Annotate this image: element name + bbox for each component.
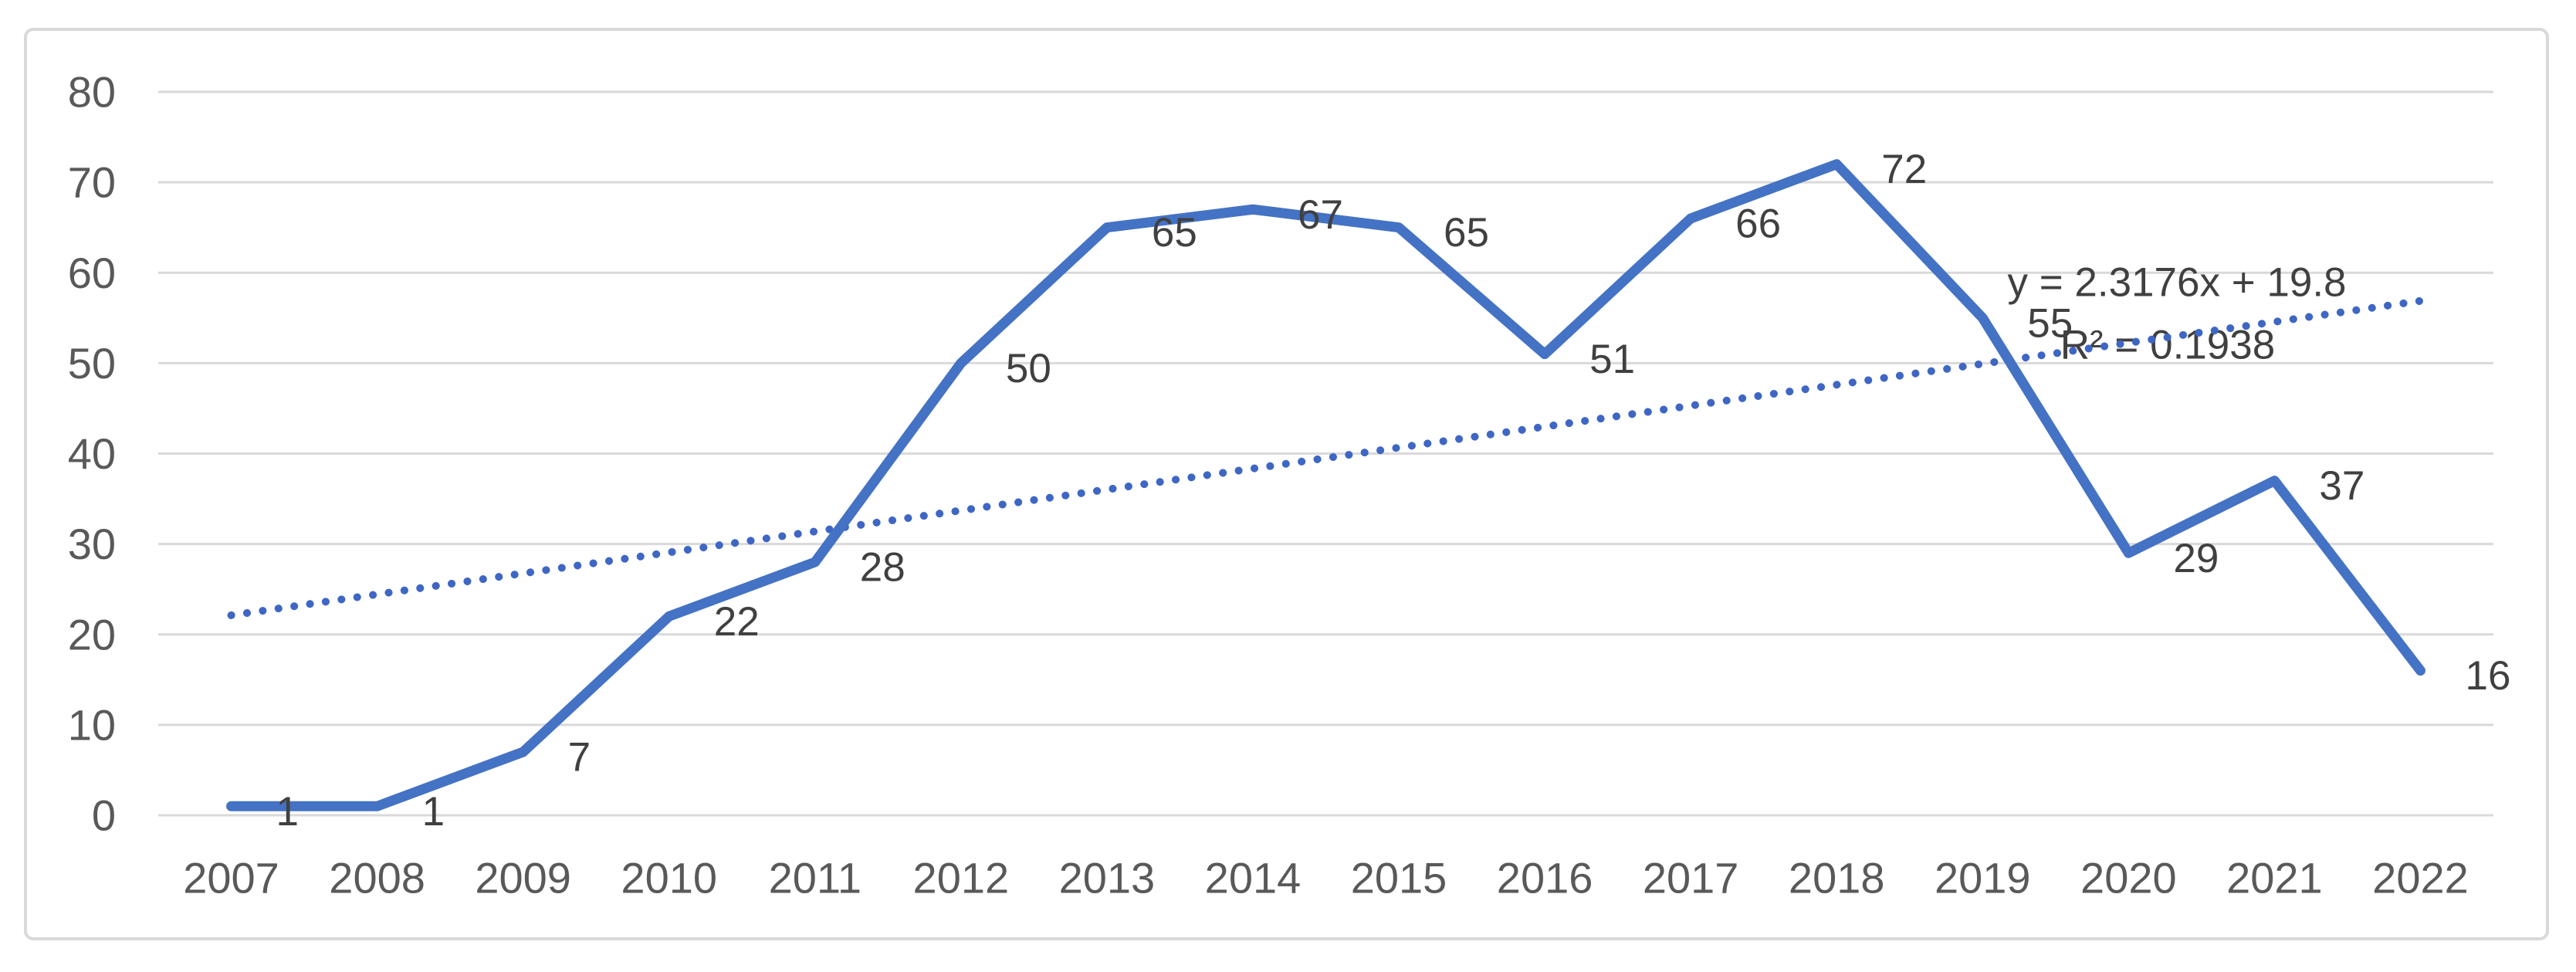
x-axis-tick-label: 2022: [2372, 854, 2469, 903]
data-label: 37: [2319, 463, 2364, 509]
x-axis-tick-label: 2016: [1497, 854, 1593, 903]
y-axis-tick-label: 40: [68, 429, 116, 478]
x-axis-tick-label: 2015: [1351, 854, 1447, 903]
y-axis-tick-label: 30: [68, 520, 116, 568]
y-axis-tick-label: 70: [68, 158, 116, 207]
data-label: 65: [1152, 210, 1197, 256]
y-axis-tick-label: 0: [92, 791, 116, 840]
x-axis-tick-label: 2011: [769, 854, 861, 903]
trendline-r-squared: R² = 0.1938: [2060, 323, 2275, 368]
x-axis-tick-label: 2012: [913, 854, 1010, 903]
data-label: 72: [1881, 147, 1927, 192]
data-label: 51: [1589, 337, 1635, 382]
x-axis-tick-label: 2014: [1205, 854, 1302, 903]
data-label: 29: [2173, 536, 2219, 581]
data-label: 22: [714, 599, 760, 645]
chart-border: [24, 28, 2549, 940]
data-label: 1: [276, 789, 299, 835]
x-axis-tick-label: 2013: [1059, 854, 1156, 903]
data-label: 66: [1735, 201, 1781, 246]
data-label: 50: [1006, 346, 1051, 391]
trendline-equation: y = 2.3176x + 19.8: [2007, 260, 2346, 306]
x-axis-tick-label: 2021: [2226, 854, 2323, 903]
data-label: 55: [2027, 300, 2073, 346]
y-axis-tick-label: 20: [68, 610, 116, 659]
trendline: [227, 296, 2425, 619]
x-axis-tick-label: 2010: [621, 854, 717, 903]
x-axis-tick-label: 2017: [1643, 854, 1739, 903]
series-line: [226, 159, 2425, 811]
data-label: 67: [1298, 192, 1343, 238]
y-axis-tick-label: 50: [68, 339, 116, 388]
y-axis-tick-label: 80: [68, 68, 116, 117]
x-axis-tick-label: 2018: [1789, 854, 1885, 903]
data-label: 16: [2465, 653, 2510, 699]
data-label: 28: [860, 545, 905, 591]
x-axis-tick-label: 2020: [2080, 854, 2177, 903]
x-axis-tick-label: 2009: [475, 854, 571, 903]
y-axis-tick-label: 60: [68, 249, 116, 297]
data-label: 7: [568, 735, 591, 781]
x-axis-tick-label: 2007: [183, 854, 279, 903]
x-axis-tick-label: 2019: [1935, 854, 2031, 903]
y-axis-tick-label: 10: [68, 700, 116, 749]
data-label: 1: [422, 789, 445, 835]
x-axis-tick-label: 2008: [329, 854, 425, 903]
data-label: 65: [1444, 210, 1489, 256]
